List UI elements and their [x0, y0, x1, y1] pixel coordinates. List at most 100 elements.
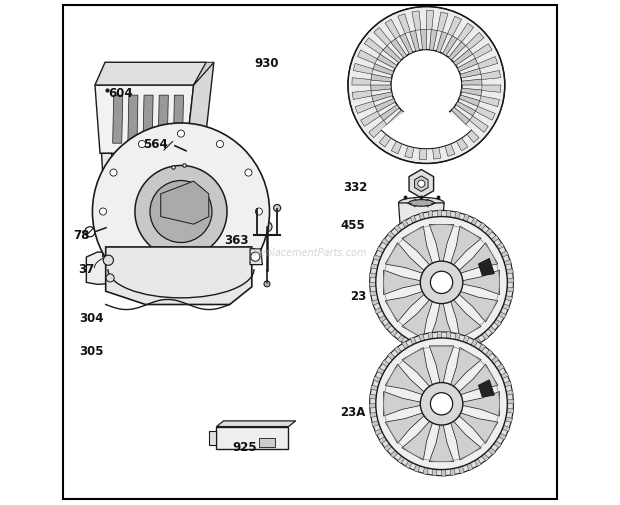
- Polygon shape: [375, 99, 396, 113]
- Circle shape: [376, 217, 507, 348]
- Polygon shape: [497, 243, 504, 250]
- Polygon shape: [250, 249, 262, 265]
- Polygon shape: [458, 365, 498, 395]
- Polygon shape: [402, 299, 433, 339]
- Polygon shape: [86, 252, 132, 285]
- Polygon shape: [410, 216, 417, 224]
- Text: 925: 925: [232, 440, 257, 453]
- Polygon shape: [383, 46, 401, 64]
- Polygon shape: [428, 332, 433, 339]
- Polygon shape: [429, 303, 454, 340]
- Polygon shape: [415, 177, 428, 192]
- Text: 305: 305: [79, 344, 104, 358]
- Polygon shape: [458, 24, 474, 43]
- Polygon shape: [481, 71, 500, 80]
- Polygon shape: [479, 259, 494, 276]
- Polygon shape: [482, 86, 501, 93]
- Polygon shape: [381, 96, 471, 149]
- Polygon shape: [456, 102, 476, 117]
- Polygon shape: [402, 227, 433, 266]
- Polygon shape: [423, 468, 428, 475]
- Text: 332: 332: [343, 180, 368, 193]
- Polygon shape: [479, 223, 485, 231]
- Polygon shape: [463, 336, 469, 343]
- Polygon shape: [446, 113, 462, 132]
- Polygon shape: [371, 264, 378, 270]
- Polygon shape: [443, 137, 455, 157]
- Polygon shape: [95, 63, 206, 86]
- Polygon shape: [478, 58, 498, 70]
- Circle shape: [376, 338, 507, 470]
- Polygon shape: [466, 33, 484, 50]
- Circle shape: [251, 252, 260, 262]
- Polygon shape: [153, 154, 191, 179]
- Polygon shape: [485, 229, 493, 236]
- Polygon shape: [432, 140, 441, 160]
- Polygon shape: [391, 329, 398, 337]
- Polygon shape: [479, 344, 485, 352]
- Polygon shape: [450, 347, 455, 355]
- Polygon shape: [458, 243, 498, 274]
- Polygon shape: [369, 404, 376, 408]
- Polygon shape: [461, 89, 482, 96]
- Polygon shape: [471, 339, 478, 347]
- Polygon shape: [371, 300, 379, 306]
- Polygon shape: [482, 453, 489, 461]
- Polygon shape: [399, 204, 444, 240]
- Polygon shape: [398, 15, 410, 34]
- Polygon shape: [412, 12, 421, 31]
- Circle shape: [177, 131, 185, 138]
- Circle shape: [430, 272, 453, 294]
- Circle shape: [420, 262, 463, 304]
- Polygon shape: [193, 63, 214, 86]
- Polygon shape: [471, 218, 478, 226]
- Polygon shape: [394, 347, 402, 355]
- Polygon shape: [480, 96, 500, 108]
- Polygon shape: [506, 390, 513, 395]
- Polygon shape: [373, 65, 394, 76]
- Polygon shape: [377, 368, 384, 375]
- Polygon shape: [370, 394, 376, 399]
- Polygon shape: [400, 34, 413, 55]
- Polygon shape: [410, 337, 417, 345]
- Polygon shape: [479, 380, 494, 397]
- Polygon shape: [405, 139, 415, 159]
- Bar: [259, 438, 275, 447]
- Polygon shape: [467, 342, 473, 349]
- Text: 37: 37: [78, 262, 94, 275]
- Circle shape: [262, 222, 272, 232]
- Circle shape: [370, 332, 513, 476]
- Polygon shape: [455, 333, 460, 340]
- Polygon shape: [441, 348, 446, 355]
- Polygon shape: [501, 373, 508, 379]
- Polygon shape: [459, 345, 464, 352]
- Polygon shape: [358, 51, 378, 65]
- Polygon shape: [460, 69, 481, 79]
- Polygon shape: [402, 348, 433, 387]
- Text: 78: 78: [73, 228, 89, 241]
- Text: 23: 23: [350, 289, 366, 302]
- Polygon shape: [507, 279, 514, 283]
- Polygon shape: [491, 235, 499, 243]
- Polygon shape: [414, 465, 420, 472]
- Polygon shape: [440, 117, 453, 137]
- Polygon shape: [458, 291, 498, 322]
- Circle shape: [110, 247, 117, 255]
- Polygon shape: [174, 96, 184, 144]
- Polygon shape: [427, 12, 433, 31]
- Polygon shape: [402, 421, 433, 460]
- Polygon shape: [459, 466, 464, 474]
- Polygon shape: [453, 132, 467, 152]
- Polygon shape: [436, 32, 448, 53]
- Polygon shape: [394, 226, 402, 233]
- Polygon shape: [429, 424, 454, 462]
- Polygon shape: [216, 427, 288, 449]
- Circle shape: [391, 50, 462, 121]
- Polygon shape: [423, 346, 428, 353]
- Circle shape: [150, 181, 212, 243]
- Circle shape: [273, 205, 281, 212]
- Polygon shape: [391, 135, 405, 155]
- Polygon shape: [105, 247, 252, 305]
- Circle shape: [138, 276, 146, 283]
- Polygon shape: [451, 108, 470, 125]
